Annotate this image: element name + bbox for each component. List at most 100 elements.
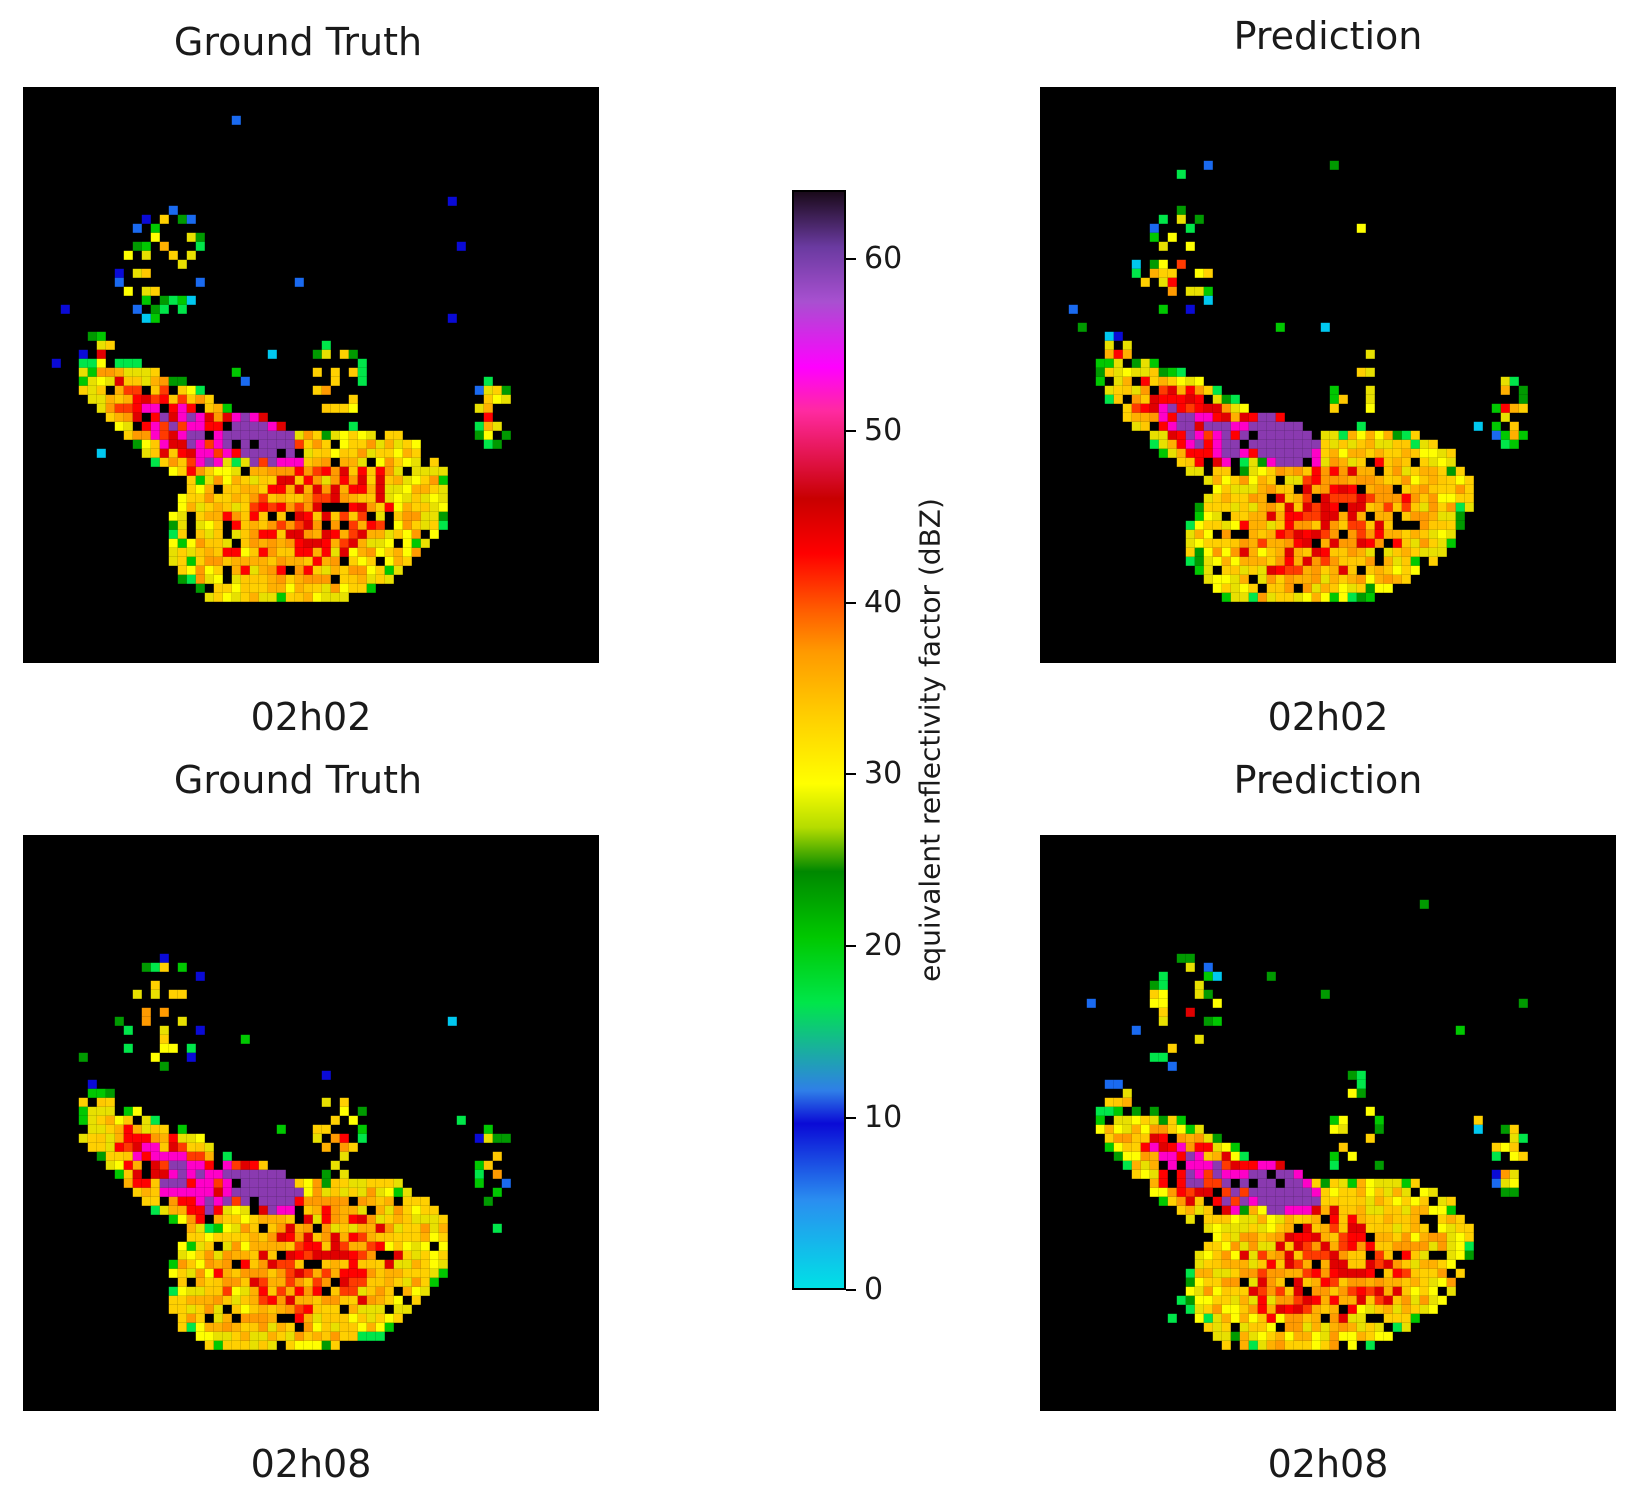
radar-echo-cell xyxy=(1410,556,1420,566)
radar-echo-cell xyxy=(1248,1331,1258,1341)
radar-echo-cell xyxy=(186,394,196,404)
radar-echo-cell xyxy=(195,1151,205,1161)
radar-echo-cell xyxy=(1365,1133,1375,1143)
radar-echo-cell xyxy=(1392,547,1402,557)
radar-echo-cell xyxy=(1338,538,1348,548)
radar-echo-cell xyxy=(1329,1286,1339,1296)
radar-echo-cell xyxy=(159,241,169,251)
radar-echo-cell xyxy=(1356,520,1366,530)
radar-echo-cell xyxy=(1329,1115,1339,1125)
radar-echo-cell xyxy=(1419,520,1429,530)
radar-echo-cell xyxy=(1293,1205,1303,1215)
radar-echo-cell xyxy=(1221,421,1231,431)
radar-echo-cell xyxy=(1338,493,1348,503)
radar-echo-cell xyxy=(1275,1286,1285,1296)
radar-echo-cell xyxy=(213,1286,223,1296)
radar-echo-cell xyxy=(204,1331,214,1341)
radar-echo-cell xyxy=(1329,439,1339,449)
radar-echo-cell xyxy=(1140,1151,1150,1161)
radar-echo-cell xyxy=(1293,1322,1303,1332)
radar-echo-cell xyxy=(1365,529,1375,539)
radar-echo-cell xyxy=(1302,1241,1312,1251)
radar-echo-cell xyxy=(303,439,313,449)
radar-echo-cell xyxy=(240,565,250,575)
radar-echo-cell xyxy=(1266,1268,1276,1278)
radar-echo-cell xyxy=(1230,1268,1240,1278)
radar-echo-cell xyxy=(1113,394,1123,404)
radar-echo-cell xyxy=(1212,1250,1222,1260)
radar-echo-cell xyxy=(186,475,196,485)
radar-echo-cell xyxy=(1365,1205,1375,1215)
radar-echo-cell xyxy=(1203,268,1213,278)
radar-echo-cell xyxy=(1248,1313,1258,1323)
radar-echo-cell xyxy=(258,1232,268,1242)
radar-echo-cell xyxy=(1221,538,1231,548)
radar-echo-cell xyxy=(1347,1232,1357,1242)
radar-echo-cell xyxy=(1248,439,1258,449)
radar-echo-cell xyxy=(1428,484,1438,494)
radar-echo-cell xyxy=(1347,1304,1357,1314)
radar-echo-cell xyxy=(267,1205,277,1215)
radar-echo-cell xyxy=(1374,538,1384,548)
radar-echo-cell xyxy=(501,385,511,395)
radar-echo-cell xyxy=(1131,358,1141,368)
radar-echo-cell xyxy=(141,1007,151,1017)
radar-echo-cell xyxy=(177,403,187,413)
radar-echo-cell xyxy=(348,1187,358,1197)
radar-echo-cell xyxy=(285,493,295,503)
radar-echo-cell xyxy=(186,574,196,584)
radar-echo-cell xyxy=(1158,1133,1168,1143)
radar-echo-cell xyxy=(222,556,232,566)
radar-echo-cell xyxy=(105,1151,115,1161)
radar-echo-cell xyxy=(384,1259,394,1269)
radar-echo-cell xyxy=(267,565,277,575)
radar-echo-cell xyxy=(366,484,376,494)
radar-echo-cell xyxy=(267,1169,277,1179)
radar-echo-cell xyxy=(1329,1331,1339,1341)
radar-echo-cell xyxy=(258,547,268,557)
radar-echo-cell xyxy=(1401,1259,1411,1269)
radar-echo-cell xyxy=(1446,484,1456,494)
radar-echo-cell xyxy=(438,1232,448,1242)
radar-echo-cell xyxy=(285,1322,295,1332)
radar-echo-cell xyxy=(105,394,115,404)
radar-echo-cell xyxy=(393,1277,403,1287)
radar-echo-cell xyxy=(339,475,349,485)
radar-echo-cell xyxy=(159,1025,169,1035)
radar-echo-cell xyxy=(1356,1268,1366,1278)
radar-echo-cell xyxy=(1158,259,1168,269)
radar-echo-cell xyxy=(366,1331,376,1341)
radar-echo-cell xyxy=(141,1196,151,1206)
radar-echo-cell xyxy=(1158,971,1168,981)
radar-echo-cell xyxy=(1401,1178,1411,1188)
radar-echo-cell xyxy=(186,1196,196,1206)
radar-echo-cell xyxy=(1212,538,1222,548)
radar-echo-cell xyxy=(1149,989,1159,999)
radar-echo-cell xyxy=(213,466,223,476)
radar-echo-cell xyxy=(330,484,340,494)
radar-echo-cell xyxy=(285,574,295,584)
radar-echo-cell xyxy=(1311,484,1321,494)
radar-echo-cell xyxy=(1248,1259,1258,1269)
radar-echo-cell xyxy=(150,394,160,404)
radar-echo-cell xyxy=(1212,1304,1222,1314)
radar-echo-cell xyxy=(384,1214,394,1224)
radar-echo-cell xyxy=(1068,304,1078,314)
radar-echo-cell xyxy=(1266,1304,1276,1314)
radar-echo-cell xyxy=(168,1196,178,1206)
radar-echo-cell xyxy=(1374,511,1384,521)
radar-echo-cell xyxy=(1194,1142,1204,1152)
radar-echo-cell xyxy=(1221,1286,1231,1296)
radar-echo-cell xyxy=(1347,430,1357,440)
radar-echo-cell xyxy=(1329,1304,1339,1314)
radar-echo-cell xyxy=(231,583,241,593)
radar-echo-cell xyxy=(1248,1304,1258,1314)
radar-echo-cell xyxy=(411,511,421,521)
radar-echo-cell xyxy=(402,1286,412,1296)
radar-echo-cell xyxy=(339,529,349,539)
radar-echo-cell xyxy=(1419,1286,1429,1296)
radar-echo-cell xyxy=(1419,511,1429,521)
radar-echo-cell xyxy=(96,331,106,341)
radar-echo-cell xyxy=(1203,439,1213,449)
radar-echo-cell xyxy=(1248,538,1258,548)
